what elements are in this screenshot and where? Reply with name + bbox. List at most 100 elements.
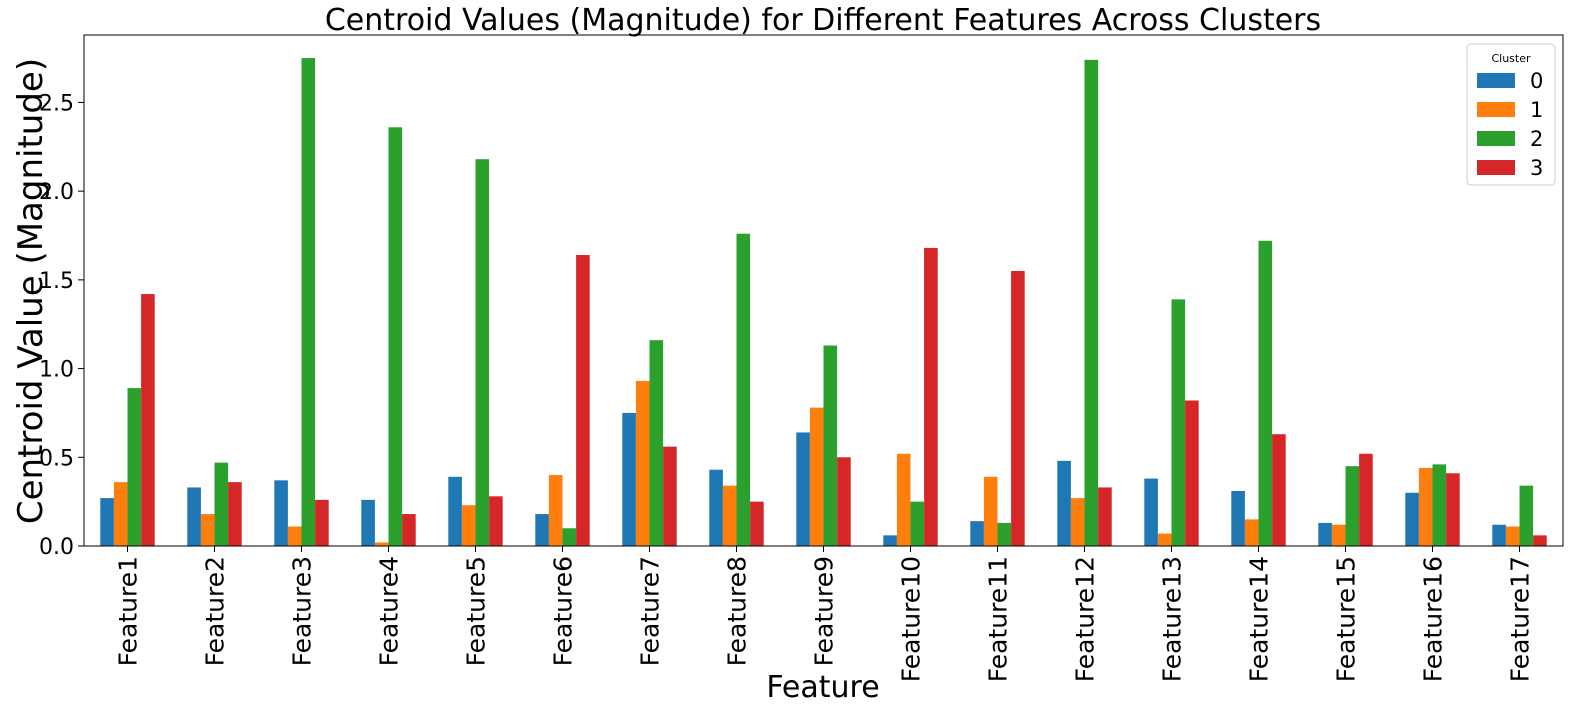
- bar-feature6-cluster-3: [576, 255, 590, 546]
- x-tick-label: Feature8: [723, 556, 752, 666]
- bar-feature16-cluster-1: [1418, 467, 1433, 546]
- y-tick-label: 0.5: [39, 446, 74, 471]
- bar-feature11-cluster-0: [970, 521, 984, 546]
- y-tick-label: 0.0: [39, 535, 74, 560]
- legend-swatch-0: [1477, 73, 1515, 88]
- legend-swatch-2: [1477, 131, 1515, 146]
- x-tick-label: Feature13: [1158, 556, 1187, 682]
- bar-feature1-cluster-2: [127, 388, 142, 546]
- bar-feature2-cluster-2: [214, 462, 229, 546]
- bar-feature6-cluster-1: [548, 475, 563, 546]
- x-tick-label: Feature4: [375, 556, 404, 666]
- bar-feature3-cluster-1: [287, 526, 302, 546]
- bar-feature3-cluster-2: [301, 58, 316, 546]
- x-tick-label: Feature17: [1506, 556, 1535, 682]
- bar-feature5-cluster-2: [475, 159, 490, 546]
- bar-feature2-cluster-1: [200, 514, 215, 546]
- bar-feature17-cluster-1: [1505, 526, 1520, 546]
- x-tick-label: Feature9: [810, 556, 839, 666]
- bar-feature15-cluster-1: [1331, 524, 1346, 546]
- x-tick-label: Feature12: [1071, 556, 1100, 682]
- x-tick-label: Feature11: [984, 556, 1013, 682]
- bar-feature4-cluster-1: [374, 542, 389, 546]
- bar-feature4-cluster-2: [388, 127, 403, 546]
- bar-feature1-cluster-0: [100, 498, 114, 546]
- bar-feature7-cluster-3: [663, 446, 677, 546]
- bar-feature7-cluster-1: [635, 380, 650, 546]
- bar-feature14-cluster-0: [1231, 490, 1245, 546]
- bar-feature10-cluster-3: [924, 247, 938, 546]
- bar-feature9-cluster-1: [809, 407, 824, 546]
- bar-feature15-cluster-0: [1318, 522, 1332, 546]
- bar-feature13-cluster-0: [1144, 478, 1158, 546]
- x-tick-label: Feature2: [201, 556, 230, 666]
- bar-feature6-cluster-2: [562, 528, 577, 546]
- bar-feature12-cluster-0: [1057, 460, 1071, 546]
- x-tick-label: Feature15: [1332, 556, 1361, 682]
- bar-feature5-cluster-1: [461, 505, 476, 546]
- bar-feature16-cluster-3: [1446, 473, 1460, 546]
- y-tick-label: 1.5: [39, 269, 74, 294]
- bar-feature13-cluster-1: [1157, 533, 1172, 546]
- bar-feature3-cluster-3: [315, 499, 329, 546]
- legend-label-3: 3: [1530, 156, 1543, 180]
- bar-feature4-cluster-3: [402, 514, 416, 546]
- bar-feature9-cluster-2: [823, 345, 838, 546]
- bar-feature12-cluster-3: [1098, 487, 1112, 546]
- bar-feature10-cluster-0: [883, 535, 897, 546]
- bar-feature7-cluster-2: [649, 340, 664, 546]
- y-tick-label: 1.0: [39, 358, 74, 383]
- bar-feature7-cluster-0: [622, 412, 636, 546]
- x-tick-label: Feature16: [1419, 556, 1448, 682]
- legend-label-0: 0: [1530, 69, 1543, 93]
- bar-feature17-cluster-0: [1492, 524, 1506, 546]
- x-tick-label: Feature10: [897, 556, 926, 682]
- bar-feature12-cluster-1: [1070, 498, 1085, 546]
- legend-label-1: 1: [1530, 98, 1543, 122]
- y-axis: 0.0 0.5 1.0 1.5 2.0 2.5: [39, 91, 84, 560]
- bar-feature15-cluster-2: [1345, 466, 1360, 546]
- bar-feature8-cluster-3: [750, 501, 764, 546]
- bar-feature9-cluster-3: [837, 457, 851, 546]
- plot-area: [83, 34, 1564, 547]
- chart-title: Centroid Values (Magnitude) for Differen…: [325, 3, 1321, 38]
- bar-feature9-cluster-0: [796, 432, 810, 546]
- x-axis-label: Feature: [766, 670, 879, 705]
- bar-feature12-cluster-2: [1084, 59, 1099, 547]
- x-axis: Feature1 Feature2 Feature3 Feature4 Feature5…: [114, 546, 1535, 682]
- legend-label-2: 2: [1530, 127, 1543, 151]
- bar-feature1-cluster-3: [141, 294, 155, 546]
- bar-feature11-cluster-3: [1011, 270, 1025, 546]
- legend-title: Cluster: [1491, 52, 1531, 65]
- bar-feature10-cluster-1: [896, 453, 911, 546]
- bar-feature13-cluster-2: [1171, 299, 1186, 546]
- bar-feature11-cluster-2: [997, 522, 1012, 546]
- bar-feature5-cluster-0: [448, 476, 462, 546]
- bar-feature3-cluster-0: [274, 480, 288, 546]
- legend-swatch-1: [1477, 102, 1515, 117]
- bar-feature8-cluster-2: [736, 233, 751, 546]
- x-tick-label: Feature14: [1245, 556, 1274, 682]
- bar-feature5-cluster-3: [489, 496, 503, 546]
- x-tick-label: Feature6: [549, 556, 578, 666]
- bar-feature8-cluster-1: [722, 485, 737, 546]
- y-axis-label: Centroid Value (Magnitude): [11, 58, 51, 524]
- x-tick-label: Feature3: [288, 556, 317, 666]
- bar-feature6-cluster-0: [535, 514, 549, 546]
- bar-feature2-cluster-0: [187, 487, 201, 546]
- y-tick-label: 2.5: [39, 91, 74, 116]
- bar-feature1-cluster-1: [113, 482, 128, 546]
- x-tick-label: Feature1: [114, 556, 143, 666]
- legend: Cluster 0 1 2 3: [1466, 43, 1556, 186]
- bar-feature16-cluster-0: [1405, 492, 1419, 546]
- bar-feature17-cluster-3: [1533, 535, 1547, 546]
- bar-feature10-cluster-2: [910, 501, 925, 546]
- bar-feature11-cluster-1: [983, 476, 998, 546]
- bar-feature2-cluster-3: [228, 482, 242, 546]
- x-tick-label: Feature7: [636, 556, 665, 666]
- bar-feature16-cluster-2: [1432, 464, 1447, 546]
- bar-feature8-cluster-0: [709, 469, 723, 546]
- legend-swatch-3: [1477, 160, 1515, 175]
- bar-feature14-cluster-1: [1244, 519, 1259, 546]
